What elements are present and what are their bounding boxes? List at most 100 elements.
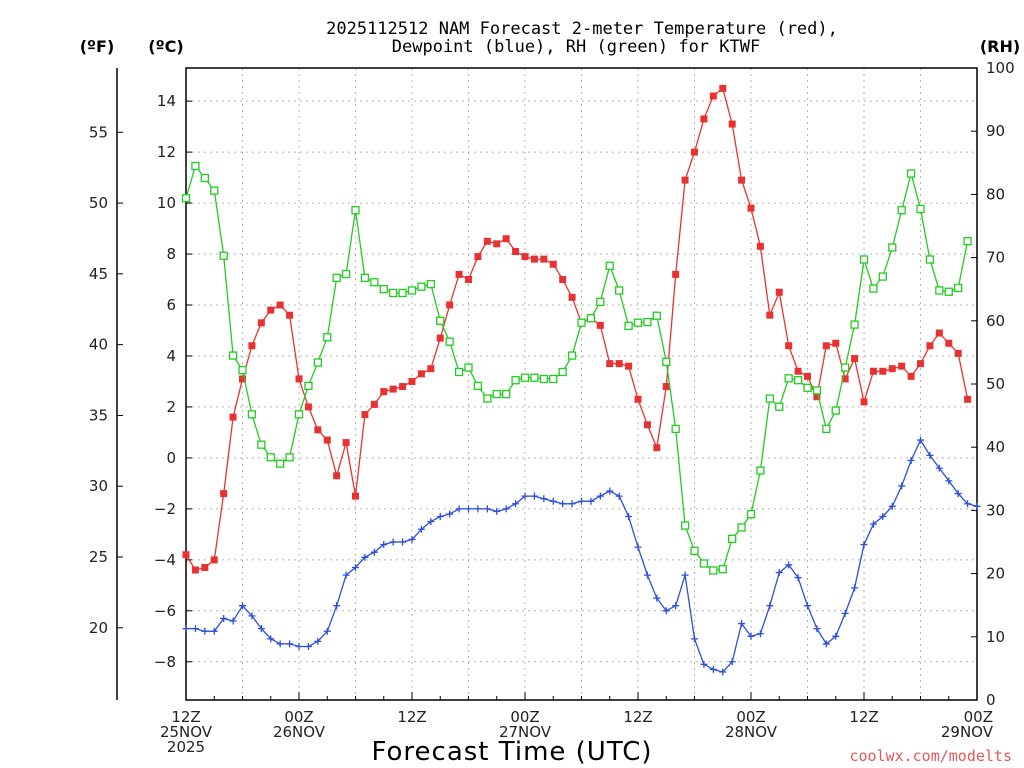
temperature-point [361,411,369,419]
rh-point [445,337,454,346]
temperature-point [625,362,633,370]
dewpoint-point [483,505,491,513]
rh-point [869,284,878,293]
dewpoint-point [549,497,557,505]
x-tick-label: 25NOV [160,723,213,741]
dewpoint-point [851,584,859,592]
rh-point [558,367,567,377]
rh-point [746,510,756,519]
temperature-point [869,367,877,375]
temperature-point [493,240,501,248]
temperature-point [201,563,209,571]
dewpoint-point [898,482,906,490]
dewpoint-point [596,492,604,500]
celsius-tick-label: −4 [154,551,176,569]
rh-point [906,169,916,178]
chart-title-line2: Dewpoint (blue), RH (green) for KTWF [392,37,760,57]
temperature-point [220,490,228,498]
temperature-point [399,383,407,391]
rh-point [407,286,417,295]
rh-point [784,374,793,383]
celsius-tick-label: 6 [166,296,176,314]
rh-point [671,424,680,434]
rh-point [652,311,661,320]
dewpoint-point [888,502,896,510]
rh-point [586,314,596,323]
dewpoint-point [587,497,595,505]
rh-point [615,286,624,295]
dewpoint-point [606,487,614,495]
temperature-point [549,260,557,268]
temperature-point [653,444,661,452]
rh-point [313,358,322,367]
rh-point [181,194,191,203]
rh-point [332,273,341,282]
temperature-point [700,115,708,123]
rh-point [925,255,935,264]
unit-fahrenheit-label: (ºF) [80,37,115,56]
rh-point [502,389,511,399]
dewpoint-point [465,505,472,513]
temperature-point [775,288,783,296]
rh-point [897,206,906,215]
dewpoint-point [869,520,877,528]
x-tick-label: 26NOV [273,723,326,741]
rh-tick-label: 0 [986,691,996,709]
dewpoint-point [615,492,623,500]
temperature-point [728,120,736,128]
celsius-tick-label: 0 [166,449,176,467]
x-tick-label: 28NOV [725,723,778,741]
temperature-point [267,306,275,314]
rh-point [285,453,294,462]
temperature-point [747,204,755,212]
rh-point [954,283,963,293]
fahrenheit-tick-label: 30 [89,477,108,495]
rh-point [643,317,652,327]
temperature-point [286,311,294,319]
rh-point [436,316,445,325]
dewpoint-point [917,436,924,444]
unit-rh-label: (RH) [980,37,1020,56]
temperature-point [813,393,821,401]
celsius-tick-label: 14 [157,92,176,110]
dewpoint-point [267,635,275,643]
rh-point [577,318,586,327]
temperature-point [248,342,256,350]
temperature-point [738,176,746,184]
dewpoint-point [540,495,548,503]
x-tick-label: 12Z [849,708,878,726]
temperature-point [926,342,934,350]
rh-point [775,402,784,411]
temperature-point [521,253,529,261]
dewpoint-point [436,513,444,521]
chart-title-line1: 2025112512 NAM Forecast 2-meter Temperat… [326,19,838,39]
temperature-point [342,439,350,447]
x-tick-label: 29NOV [941,723,994,741]
rh-point [426,279,435,289]
rh-point [492,389,501,399]
rh-tick-label: 80 [986,185,1005,203]
rh-tick-label: 10 [986,628,1005,646]
x-tick-label: 12Z [397,708,426,726]
rh-point [935,286,944,295]
rh-tick-label: 40 [986,438,1005,456]
temperature-point [888,365,896,373]
temperature-point [596,321,604,329]
temperature-point [615,360,623,368]
dewpoint-point [201,627,209,635]
dewpoint-point [191,625,199,633]
dewpoint-point [220,614,228,622]
rh-point [812,386,822,395]
temperature-point [643,421,651,429]
temperature-point [860,398,868,406]
rh-point [605,261,614,270]
temperature-point [380,388,388,396]
x-tick-label: 12Z [623,708,652,726]
dewpoint-point [229,617,237,625]
rh-point [765,394,774,403]
temperature-point [483,237,491,245]
rh-point [737,523,746,532]
temperature-point [427,365,435,373]
dewpoint-point [314,637,322,645]
dewpoint-point [408,535,416,543]
